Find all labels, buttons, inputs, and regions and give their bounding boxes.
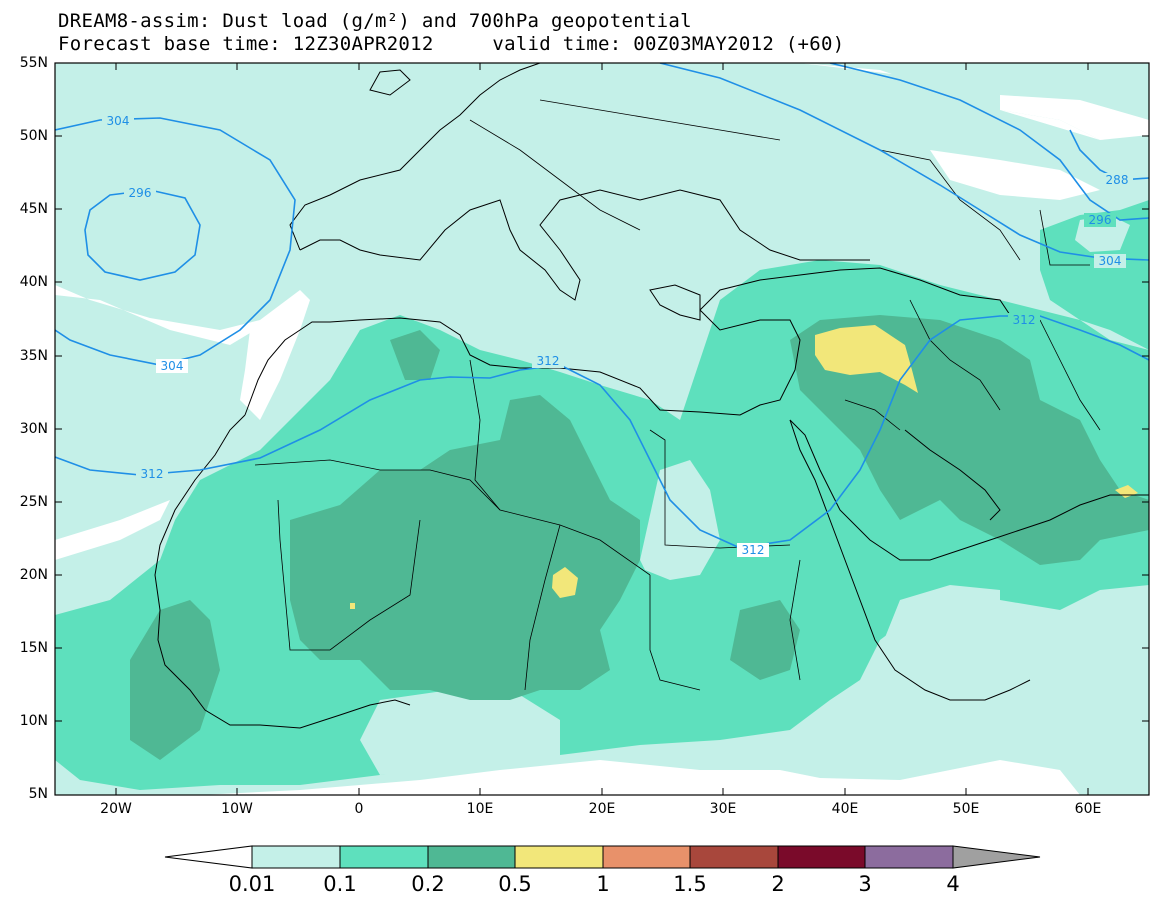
- lat-label-20n: 20N: [19, 567, 48, 583]
- lon-label-30e: 30E: [709, 801, 737, 817]
- lat-label-25n: 25N: [19, 494, 48, 510]
- colorbar-bin-3: [864, 845, 954, 869]
- lon-label-10e: 10E: [466, 801, 494, 817]
- colorbar-bin-0-01: [251, 845, 341, 869]
- lon-label-40e: 40E: [831, 801, 859, 817]
- dust-level-0-2-mideast: [790, 315, 1149, 565]
- clear-area-atlantic-west: [55, 285, 310, 345]
- contour-296: [84, 189, 201, 281]
- contour-labels: 304 296 304 312 312 312 312 288 296 304: [102, 114, 1133, 557]
- clear-area-russia: [1000, 95, 1149, 140]
- contour-label-296-east: 296: [1089, 213, 1112, 227]
- contour-label-304-b: 304: [161, 359, 184, 373]
- dust-level-0-5-syria: [815, 325, 918, 393]
- colorbar-bin-2: [777, 845, 866, 869]
- colorbar-bin-0-1: [339, 845, 429, 869]
- contour-label-312-a: 312: [141, 467, 164, 481]
- colorbar-over-triangle: [952, 845, 1041, 869]
- map-subtitle: Forecast base time: 12Z30APR2012 valid t…: [58, 33, 845, 55]
- colorbar-label-1: 1: [596, 872, 610, 896]
- clear-area-atlantic-coast: [240, 300, 310, 420]
- dust-level-0-2-algeria: [390, 330, 440, 380]
- contour-label-312-d: 312: [1013, 313, 1036, 327]
- colorbar-bin-1: [602, 845, 691, 869]
- contour-label-304-a: 304: [107, 114, 130, 128]
- contour-label-304-east: 304: [1099, 254, 1122, 268]
- dust-level-0-5-chad: [552, 567, 578, 598]
- contour-label-296: 296: [129, 186, 152, 200]
- colorbar: [164, 845, 1041, 869]
- lat-label-10n: 10N: [19, 713, 48, 729]
- coastlines: [154, 63, 1149, 729]
- country-borders: [254, 99, 1101, 691]
- axis-ticks: [55, 62, 1149, 795]
- colorbar-label-4: 4: [946, 872, 960, 896]
- colorbar-bin-1-5: [689, 845, 779, 869]
- lat-label-15n: 15N: [19, 640, 48, 656]
- lat-label-40n: 40N: [19, 274, 48, 290]
- lon-label-10w: 10W: [221, 801, 253, 817]
- contour-304-west: [55, 117, 296, 366]
- contour-label-312-b: 312: [537, 354, 560, 368]
- lat-label-45n: 45N: [19, 201, 48, 217]
- colorbar-label-1-5: 1.5: [673, 872, 707, 896]
- clear-hole-south-africa: [360, 690, 560, 775]
- clear-hole-egypt: [640, 460, 720, 580]
- contour-312-main: [55, 315, 1149, 549]
- clear-hole-arabia: [880, 585, 1000, 720]
- lon-label-20w: 20W: [100, 801, 132, 817]
- colorbar-label-0-01: 0.01: [228, 872, 276, 896]
- dust-level-0-2-sudan: [730, 600, 800, 680]
- clear-area-atlantic-south: [55, 500, 170, 560]
- dust-level-0-2-sahara: [290, 395, 640, 700]
- colorbar-label-0-5: 0.5: [498, 872, 532, 896]
- lat-label-30n: 30N: [19, 421, 48, 437]
- colorbar-label-3: 3: [858, 872, 872, 896]
- contour-304-east: [659, 63, 1149, 261]
- lon-label-0: 0: [354, 801, 364, 817]
- colorbar-label-0-2: 0.2: [411, 872, 445, 896]
- lon-label-60e: 60E: [1074, 801, 1102, 817]
- colorbar-label-0-1: 0.1: [323, 872, 357, 896]
- clear-area-ne: [930, 150, 1100, 200]
- lat-label-5n: 5N: [28, 786, 48, 802]
- lat-label-50n: 50N: [19, 128, 48, 144]
- colorbar-label-2: 2: [771, 872, 785, 896]
- lon-label-20e: 20E: [588, 801, 616, 817]
- dust-level-0-2-west: [130, 600, 220, 760]
- lon-label-50e: 50E: [952, 801, 980, 817]
- colorbar-under-triangle: [164, 845, 253, 869]
- colorbar-bin-0-2: [427, 845, 516, 869]
- dust-level-0-5-mali: [350, 603, 355, 609]
- contour-label-288: 288: [1106, 173, 1129, 187]
- lat-label-55n: 55N: [19, 55, 48, 71]
- colorbar-bin-0-5: [514, 845, 604, 869]
- lat-label-35n: 35N: [19, 348, 48, 364]
- map-title: DREAM8-assim: Dust load (g/m²) and 700hP…: [58, 10, 692, 32]
- contour-label-312-c: 312: [742, 543, 765, 557]
